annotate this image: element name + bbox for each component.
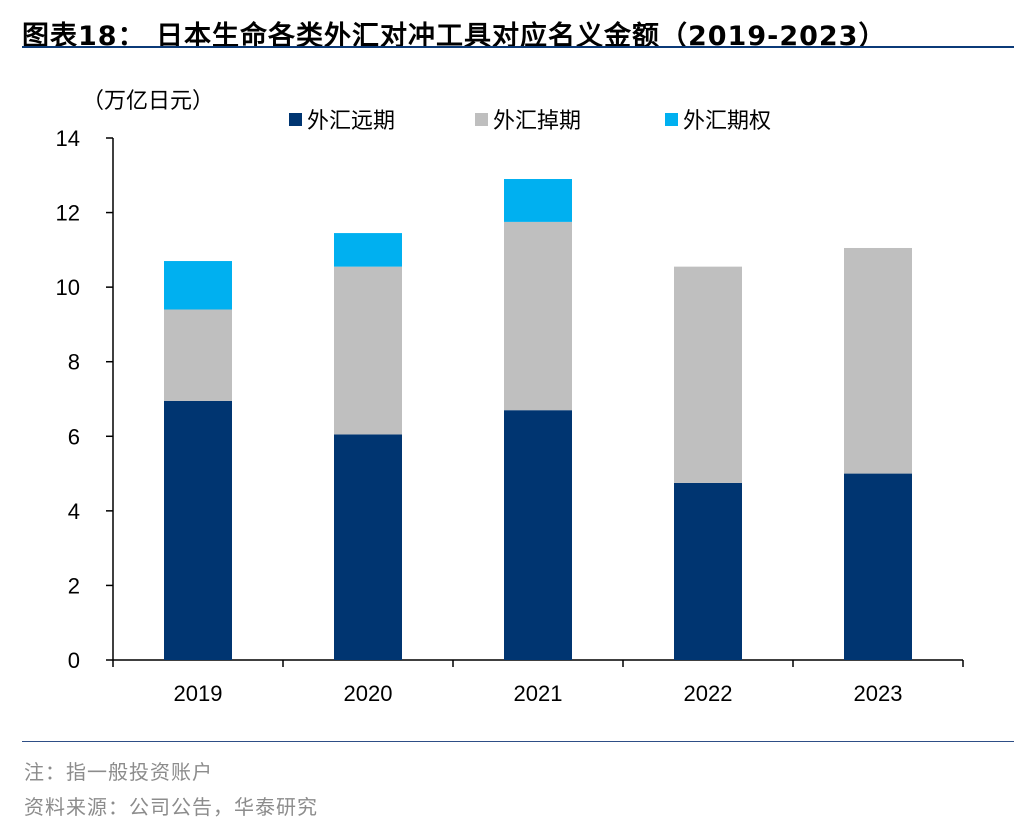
y-tick-label: 0 bbox=[68, 648, 80, 673]
footnote: 注：指一般投资账户 bbox=[24, 760, 213, 784]
x-tick-label: 2023 bbox=[854, 681, 903, 706]
bar-segment bbox=[844, 473, 912, 660]
y-tick-label: 12 bbox=[56, 201, 80, 226]
x-axis: 2019 2020 2021 2022 2023 bbox=[112, 659, 964, 706]
legend-swatch bbox=[475, 113, 488, 126]
legend-swatch bbox=[289, 113, 302, 126]
footer-divider bbox=[22, 741, 1014, 742]
y-tick-label: 14 bbox=[56, 126, 80, 151]
source-line: 资料来源：公司公告，华泰研究 bbox=[24, 795, 318, 819]
bar-segment bbox=[674, 266, 742, 483]
legend-label: 外汇掉期 bbox=[493, 109, 581, 134]
title-divider bbox=[22, 46, 1014, 48]
bar-segment bbox=[164, 261, 232, 310]
x-tick-label: 2019 bbox=[174, 681, 223, 706]
bar-segment bbox=[164, 309, 232, 401]
x-tick-label: 2021 bbox=[514, 681, 563, 706]
bar-segment bbox=[164, 400, 232, 660]
legend-label: 外汇远期 bbox=[307, 109, 395, 134]
bar-segment bbox=[504, 410, 572, 660]
y-tick-label: 8 bbox=[68, 350, 80, 375]
bar-segment bbox=[504, 221, 572, 411]
bar-segment bbox=[334, 233, 402, 267]
bar-segment bbox=[844, 247, 912, 474]
bar-series-group bbox=[164, 179, 912, 660]
x-tick-label: 2020 bbox=[344, 681, 393, 706]
stacked-bar-chart: 0 2 4 6 8 10 12 14 2019 2020 2021 2022 2023 外汇远期 外汇掉… bbox=[56, 89, 964, 706]
y-tick-label: 4 bbox=[68, 499, 80, 524]
bar-segment bbox=[334, 434, 402, 660]
bar-segment bbox=[504, 179, 572, 222]
y-tick-label: 2 bbox=[68, 573, 80, 598]
bar-segment bbox=[674, 482, 742, 660]
x-tick-label: 2022 bbox=[684, 681, 733, 706]
legend: 外汇远期 外汇掉期 外汇期权 bbox=[289, 109, 771, 134]
y-tick-label: 6 bbox=[68, 424, 80, 449]
y-axis-unit-label: （万亿日元） bbox=[82, 89, 214, 114]
y-axis: 0 2 4 6 8 10 12 14 bbox=[56, 126, 114, 673]
legend-swatch bbox=[665, 113, 678, 126]
bar-segment bbox=[334, 266, 402, 435]
y-tick-label: 10 bbox=[56, 275, 80, 300]
legend-label: 外汇期权 bbox=[683, 109, 771, 134]
